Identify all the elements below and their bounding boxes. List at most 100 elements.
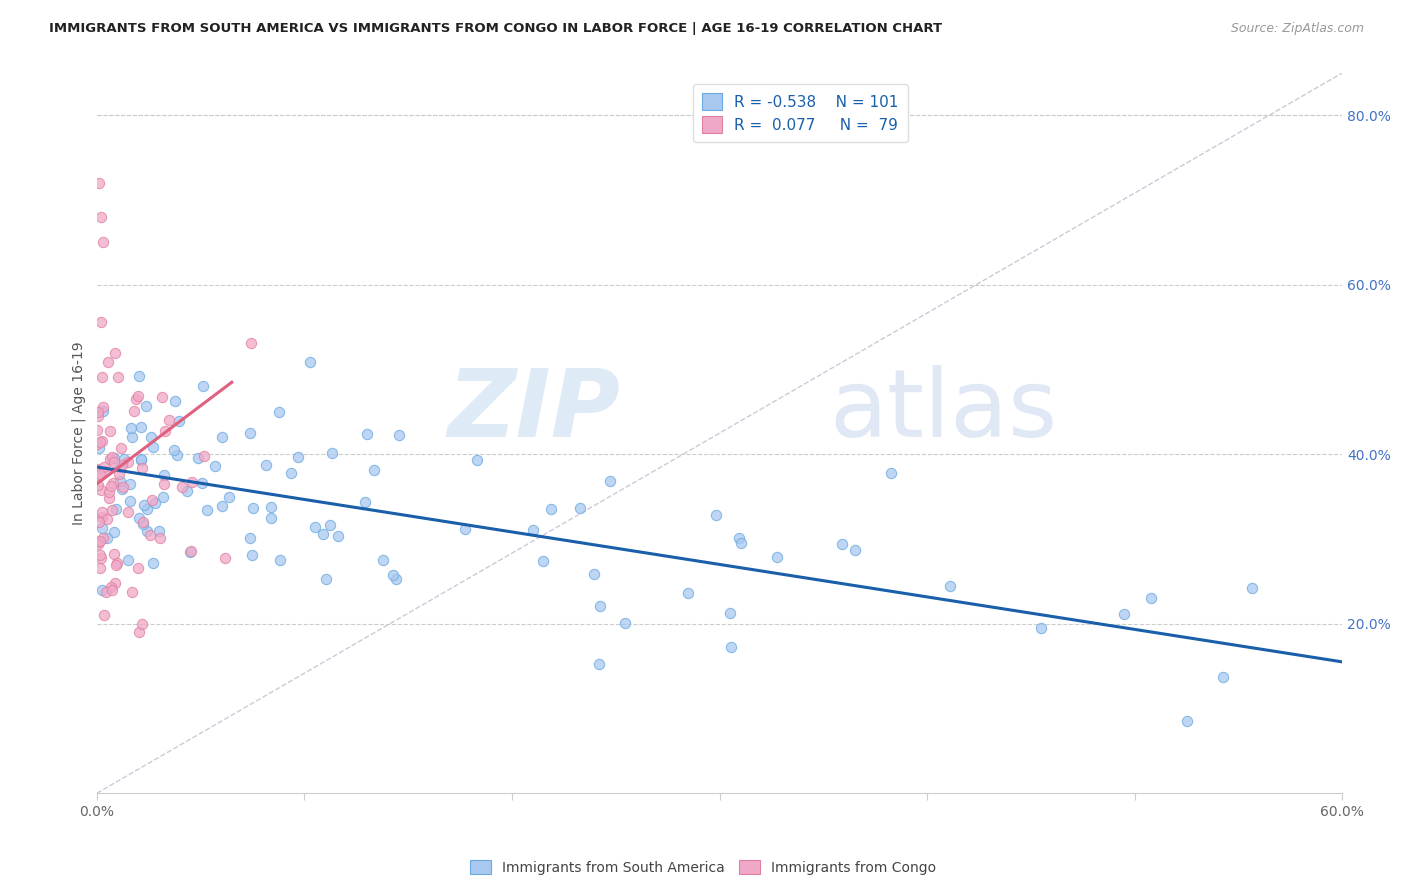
Point — [87, 409, 110, 423]
Legend: R = -0.538    N = 101, R =  0.077     N =  79: R = -0.538 N = 101, R = 0.077 N = 79 — [693, 84, 908, 142]
Point — [180, 544, 202, 558]
Point — [90, 483, 112, 497]
Point — [87, 515, 110, 529]
Text: Source: ZipAtlas.com: Source: ZipAtlas.com — [1230, 22, 1364, 36]
Point — [94, 464, 117, 478]
Point — [138, 527, 160, 541]
Point — [280, 466, 302, 480]
Point — [110, 441, 132, 455]
Point — [844, 543, 866, 558]
Point — [614, 616, 637, 631]
Point — [142, 440, 165, 454]
Point — [371, 553, 394, 567]
Point — [89, 435, 111, 450]
Point — [86, 423, 108, 437]
Point — [96, 512, 118, 526]
Point — [91, 400, 114, 414]
Point — [112, 452, 135, 467]
Point — [86, 469, 108, 483]
Point — [269, 552, 291, 566]
Point — [148, 524, 170, 538]
Point — [385, 572, 408, 586]
Point — [91, 531, 114, 545]
Point — [163, 394, 186, 409]
Point — [127, 561, 149, 575]
Point — [211, 429, 233, 443]
Point — [105, 558, 128, 573]
Point — [107, 370, 129, 384]
Point — [152, 468, 174, 483]
Point — [103, 547, 125, 561]
Point — [128, 369, 150, 384]
Point — [90, 210, 112, 224]
Point — [131, 515, 153, 529]
Point — [98, 485, 121, 500]
Point — [240, 335, 263, 350]
Point — [103, 451, 125, 466]
Point — [718, 607, 741, 621]
Point — [131, 516, 153, 531]
Point — [321, 446, 343, 460]
Point — [150, 390, 173, 404]
Point — [148, 531, 170, 545]
Point — [104, 346, 127, 360]
Point — [89, 534, 111, 549]
Point — [239, 531, 262, 545]
Point — [540, 502, 562, 516]
Point — [100, 479, 122, 493]
Point — [260, 510, 283, 524]
Point — [191, 476, 214, 491]
Point — [103, 454, 125, 468]
Point — [121, 430, 143, 444]
Point — [136, 501, 159, 516]
Point — [121, 585, 143, 599]
Y-axis label: In Labor Force | Age 16-19: In Labor Force | Age 16-19 — [72, 342, 86, 524]
Point — [730, 536, 752, 550]
Point — [765, 549, 787, 564]
Point — [172, 480, 194, 494]
Point — [157, 413, 180, 427]
Text: atlas: atlas — [830, 366, 1057, 458]
Point — [254, 458, 277, 472]
Point — [382, 567, 405, 582]
Point — [141, 493, 163, 508]
Point — [269, 405, 291, 419]
Point — [118, 494, 141, 508]
Point — [117, 455, 139, 469]
Point — [100, 582, 122, 597]
Point — [108, 467, 131, 481]
Point — [93, 608, 115, 623]
Point — [91, 582, 114, 597]
Point — [89, 467, 111, 481]
Point — [1212, 670, 1234, 684]
Point — [163, 442, 186, 457]
Point — [105, 556, 128, 570]
Point — [311, 527, 333, 541]
Point — [91, 509, 114, 524]
Point — [90, 505, 112, 519]
Point — [454, 522, 477, 536]
Point — [87, 405, 110, 419]
Point — [678, 585, 700, 599]
Point — [831, 537, 853, 551]
Point — [86, 534, 108, 549]
Point — [169, 414, 191, 428]
Point — [86, 437, 108, 451]
Point — [89, 561, 111, 575]
Point — [100, 503, 122, 517]
Point — [91, 434, 114, 449]
Point — [720, 640, 742, 654]
Point — [195, 503, 218, 517]
Point — [98, 424, 121, 438]
Point — [938, 579, 960, 593]
Point — [465, 453, 488, 467]
Point — [242, 500, 264, 515]
Point — [304, 520, 326, 534]
Point — [136, 524, 159, 538]
Point — [91, 235, 114, 250]
Point — [132, 499, 155, 513]
Point — [117, 505, 139, 519]
Point — [128, 511, 150, 525]
Point — [704, 508, 727, 522]
Point — [96, 531, 118, 545]
